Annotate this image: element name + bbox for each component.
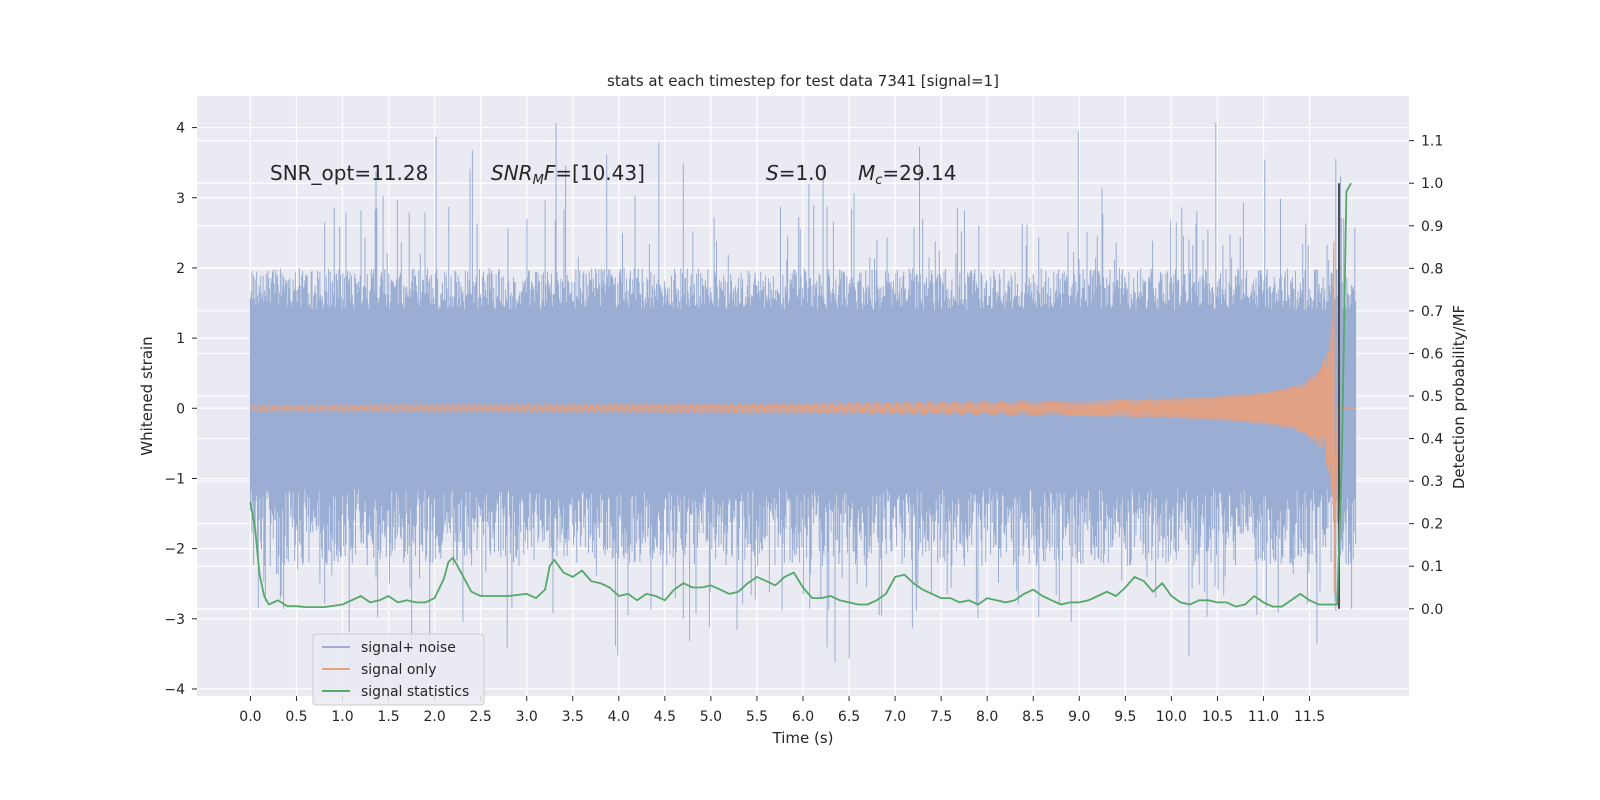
mc-value: =29.14 bbox=[882, 161, 956, 185]
x-tick-label: 10.5 bbox=[1202, 709, 1233, 725]
x-axis-ticks: 0.0 0.5 1.0 1.5 2.0 2.5 3.0 3.5 4.0 4.5 5.0 5.5 6.0 6… bbox=[239, 696, 1325, 725]
left-y-tick-label: −3 bbox=[164, 612, 185, 628]
x-tick-label: 4.0 bbox=[608, 709, 630, 725]
right-y-tick-label: 0.8 bbox=[1421, 261, 1443, 277]
snr-mf-symbol: SNR bbox=[491, 161, 533, 185]
x-tick-label: 9.0 bbox=[1068, 709, 1090, 725]
annotation-mc: Mc=29.14 bbox=[858, 161, 956, 188]
legend-label-statistics: signal statistics bbox=[361, 684, 469, 700]
x-tick-label: 5.0 bbox=[700, 709, 722, 725]
signal-only-line bbox=[249, 241, 1356, 594]
x-tick-label: 0.5 bbox=[285, 709, 307, 725]
x-tick-label: 9.5 bbox=[1114, 709, 1136, 725]
snr-mf-value: =[10.43] bbox=[555, 161, 645, 185]
x-tick-label: 8.5 bbox=[1022, 709, 1044, 725]
x-tick-label: 10.0 bbox=[1156, 709, 1187, 725]
right-y-axis-ticks: 0.0 0.1 0.2 0.3 0.4 0.5 0.6 0.7 0.8 0.9 1.0 1.1 bbox=[1409, 134, 1443, 618]
right-y-tick-label: 1.1 bbox=[1421, 134, 1443, 150]
x-tick-label: 7.5 bbox=[930, 709, 952, 725]
x-tick-label: 3.0 bbox=[516, 709, 538, 725]
left-y-tick-label: 3 bbox=[176, 191, 185, 207]
signal-statistics-line bbox=[249, 182, 1352, 608]
right-y-tick-label: 0.5 bbox=[1421, 389, 1443, 405]
left-y-tick-label: −1 bbox=[164, 471, 185, 487]
legend-label-signal: signal only bbox=[361, 662, 436, 678]
x-axis-label: Time (s) bbox=[772, 729, 834, 747]
x-tick-label: 1.5 bbox=[377, 709, 399, 725]
right-y-tick-label: 0.9 bbox=[1421, 219, 1443, 235]
s-value: =1.0 bbox=[779, 161, 828, 185]
x-tick-label: 3.5 bbox=[562, 709, 584, 725]
left-y-tick-label: 4 bbox=[176, 121, 185, 137]
left-y-tick-label: −2 bbox=[164, 542, 185, 558]
chart-title: stats at each timestep for test data 734… bbox=[607, 72, 999, 90]
x-tick-label: 11.5 bbox=[1294, 709, 1325, 725]
annotation-snr-opt: SNR_opt=11.28 bbox=[270, 161, 428, 185]
left-y-tick-label: 0 bbox=[176, 401, 185, 417]
s-symbol: S bbox=[766, 161, 779, 185]
left-y-tick-label: 2 bbox=[176, 261, 185, 277]
x-tick-label: 0.0 bbox=[239, 709, 261, 725]
right-y-tick-label: 0.3 bbox=[1421, 474, 1443, 490]
right-y-tick-label: 1.0 bbox=[1421, 176, 1443, 192]
signal-statistics-series bbox=[249, 182, 1352, 608]
signal-only-series bbox=[249, 241, 1356, 594]
mc-symbol: M bbox=[858, 161, 875, 185]
left-y-axis-ticks: −4 −3 −2 −1 0 1 2 3 4 bbox=[164, 121, 197, 698]
x-tick-label: 4.5 bbox=[654, 709, 676, 725]
x-tick-label: 5.5 bbox=[746, 709, 768, 725]
legend-label-noise: signal+ noise bbox=[361, 640, 456, 656]
right-y-tick-label: 0.2 bbox=[1421, 517, 1443, 533]
x-tick-label: 11.0 bbox=[1248, 709, 1279, 725]
right-y-tick-label: 0.7 bbox=[1421, 304, 1443, 320]
mc-subscript: c bbox=[875, 173, 882, 188]
annotation-snr-mf: SNRMF=[10.43] bbox=[491, 161, 645, 188]
right-y-axis-label: Detection probability/MF bbox=[1450, 305, 1468, 489]
snr-mf-subscript: M bbox=[533, 173, 544, 188]
left-y-axis-label: Whitened strain bbox=[138, 336, 156, 455]
x-tick-label: 6.0 bbox=[792, 709, 814, 725]
x-tick-label: 7.0 bbox=[884, 709, 906, 725]
snr-mf-rest-f: F bbox=[544, 161, 556, 185]
left-y-tick-label: 1 bbox=[176, 331, 185, 347]
legend-box bbox=[312, 633, 485, 706]
x-tick-label: 2.0 bbox=[423, 709, 445, 725]
annotation-s: S=1.0 bbox=[766, 161, 827, 185]
right-y-tick-label: 0.6 bbox=[1421, 346, 1443, 362]
right-y-tick-label: 0.4 bbox=[1421, 432, 1443, 448]
x-tick-label: 6.5 bbox=[838, 709, 860, 725]
legend: signal+ noise signal only signal statist… bbox=[312, 633, 485, 706]
right-y-tick-label: 0.1 bbox=[1421, 559, 1443, 575]
right-y-tick-label: 0.0 bbox=[1421, 602, 1443, 618]
x-tick-label: 8.0 bbox=[976, 709, 998, 725]
left-y-tick-label: −4 bbox=[164, 682, 185, 698]
x-tick-label: 2.5 bbox=[470, 709, 492, 725]
x-tick-label: 1.0 bbox=[331, 709, 353, 725]
